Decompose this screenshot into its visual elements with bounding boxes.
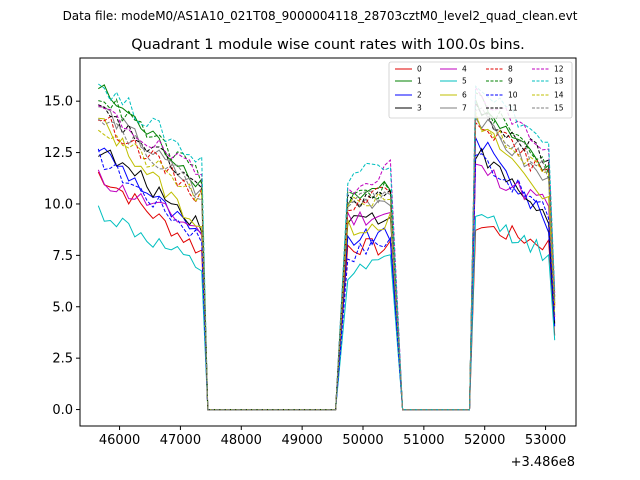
y-tick-label: 12.5 <box>44 146 73 161</box>
series-line-10 <box>97 148 556 411</box>
y-tick-label: 2.5 <box>52 352 73 367</box>
x-tick-label: 48000 <box>221 433 262 448</box>
legend-label: 3 <box>417 104 422 113</box>
series-line-4 <box>97 163 556 411</box>
legend-label: 8 <box>508 65 513 74</box>
x-tick-label: 53000 <box>525 433 566 448</box>
series-line-14 <box>97 111 556 411</box>
legend-label: 11 <box>508 104 518 113</box>
legend-label: 6 <box>462 91 467 100</box>
y-tick-label: 10.0 <box>44 197 73 212</box>
x-tick-label: 51000 <box>403 433 444 448</box>
x-offset-label: +3.486e8 <box>511 455 575 470</box>
series-line-15 <box>97 107 556 411</box>
series-line-11 <box>98 102 556 411</box>
series-line-0 <box>97 171 556 411</box>
series-line-8 <box>98 115 556 411</box>
series-line-7 <box>98 106 556 411</box>
legend-label: 1 <box>417 77 422 86</box>
x-tick-label: 46000 <box>99 433 140 448</box>
legend-label: 5 <box>462 77 467 86</box>
y-tick-label: 15.0 <box>44 95 73 110</box>
series-line-9 <box>98 91 556 411</box>
series-line-12 <box>98 85 556 411</box>
series-line-5 <box>97 205 556 411</box>
y-tick-label: 5.0 <box>52 300 73 315</box>
legend-label: 10 <box>508 91 518 100</box>
series-line-6 <box>98 114 556 411</box>
legend-label: 2 <box>417 91 422 100</box>
x-tick-label: 47000 <box>160 433 201 448</box>
plot-lines <box>97 83 556 411</box>
y-axis: 0.0 2.5 5.0 7.5 10.0 12.5 15.0 <box>44 95 80 418</box>
y-tick-label: 7.5 <box>52 249 73 264</box>
figure-suptitle: Data file: modeM0/AS1A10_021T08_90000041… <box>63 9 578 23</box>
series-line-2 <box>98 137 556 411</box>
legend-label: 15 <box>554 104 564 113</box>
y-tick-label: 0.0 <box>52 403 73 418</box>
legend-label: 4 <box>462 65 467 74</box>
legend-label: 9 <box>508 77 513 86</box>
legend-label: 14 <box>554 91 564 100</box>
legend-label: 12 <box>554 65 564 74</box>
chart-title: Quadrant 1 module wise count rates with … <box>131 37 525 53</box>
legend-label: 7 <box>462 104 467 113</box>
series-line-3 <box>98 147 556 411</box>
x-tick-label: 49000 <box>281 433 322 448</box>
series-line-13 <box>98 83 556 411</box>
x-axis: 46000 47000 48000 49000 50000 51000 52000 53000 <box>99 426 566 448</box>
legend-label: 0 <box>417 65 422 74</box>
series-line-1 <box>98 84 556 411</box>
legend-box <box>388 61 573 119</box>
x-tick-label: 52000 <box>464 433 505 448</box>
legend-label: 13 <box>554 77 564 86</box>
x-tick-label: 50000 <box>342 433 383 448</box>
plot-frame <box>79 57 577 427</box>
